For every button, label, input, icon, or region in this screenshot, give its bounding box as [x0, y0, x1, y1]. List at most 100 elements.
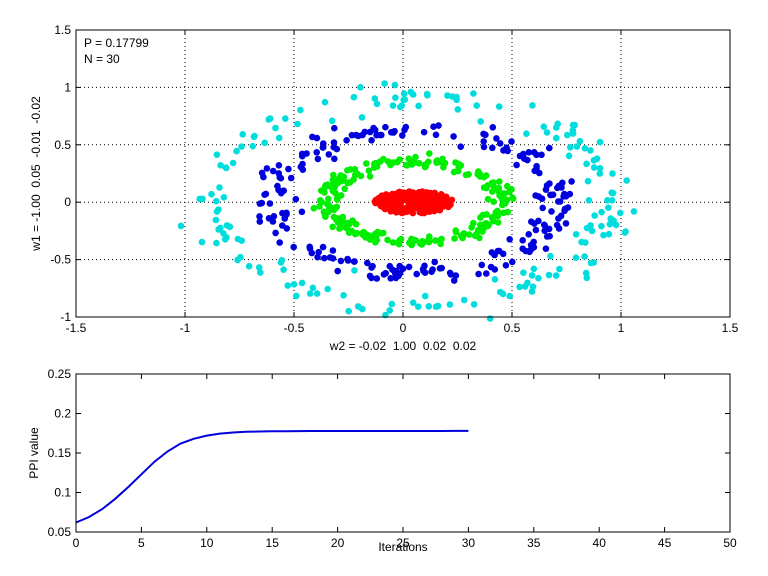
scatter-point — [355, 132, 362, 140]
scatter-x-tick-label: -0.5 — [284, 321, 305, 335]
scatter-point — [329, 255, 337, 262]
scatter-point — [331, 183, 338, 191]
scatter-point — [372, 199, 379, 207]
scatter-point — [605, 204, 612, 211]
scatter-point — [297, 163, 305, 171]
scatter-point — [423, 189, 431, 196]
scatter-point — [365, 167, 373, 174]
scatter-point — [213, 208, 221, 215]
scatter-point — [596, 138, 604, 146]
scatter-point — [324, 285, 332, 293]
line-x-tick-label: 25 — [396, 536, 410, 550]
scatter-x-tick-label: 0 — [400, 321, 407, 335]
scatter-point — [591, 212, 598, 219]
scatter-point — [581, 145, 589, 152]
scatter-point — [499, 290, 507, 298]
scatter-point — [285, 165, 292, 173]
scatter-point — [196, 195, 203, 203]
scatter-point — [480, 184, 488, 191]
scatter-point — [529, 283, 537, 291]
scatter-point — [280, 266, 287, 274]
scatter-point — [321, 183, 329, 191]
scatter-point — [484, 195, 492, 203]
scatter-point — [600, 231, 607, 239]
scatter-point — [477, 214, 484, 221]
scatter-point — [245, 262, 253, 270]
scatter-point — [374, 228, 381, 236]
scatter-x-tick-label: -1 — [180, 321, 191, 335]
scatter-point — [238, 143, 245, 150]
scatter-point — [298, 279, 306, 287]
scatter-point — [315, 248, 323, 256]
scatter-point — [508, 138, 515, 145]
scatter-point — [359, 305, 366, 313]
scatter-point — [528, 272, 536, 279]
scatter-point — [452, 159, 459, 166]
scatter-point — [596, 170, 604, 177]
scatter-point — [347, 166, 354, 173]
scatter-point — [299, 152, 306, 160]
line-x-tick-label: 15 — [266, 536, 280, 550]
scatter-point — [350, 93, 358, 101]
line-y-tick-label: 0.2 — [54, 407, 71, 421]
scatter-point — [387, 275, 395, 282]
scatter-point — [590, 164, 598, 171]
scatter-point — [384, 236, 391, 244]
scatter-point — [390, 129, 397, 136]
scatter-point — [564, 131, 571, 139]
scatter-point — [277, 189, 285, 197]
scatter-point — [213, 239, 220, 247]
line-y-tick-label: 0.15 — [48, 446, 72, 460]
scatter-axes: -1.5 -1 -0.5 0 0.5 1 1.5-1-0.500.511.5 P = 0.1… — [29, 23, 739, 353]
scatter-point — [432, 237, 439, 244]
scatter-point — [266, 200, 274, 207]
scatter-point — [545, 225, 553, 233]
scatter-point — [272, 124, 279, 132]
scatter-point — [287, 174, 295, 182]
scatter-point — [238, 237, 245, 244]
scatter-point — [475, 168, 482, 175]
scatter-point — [525, 149, 533, 156]
scatter-point — [331, 155, 338, 163]
scatter-point — [329, 223, 337, 231]
scatter-point — [251, 132, 258, 140]
scatter-point — [283, 211, 290, 218]
line-x-tick-label: 50 — [723, 536, 737, 550]
scatter-point — [421, 292, 429, 300]
line-axes: 0 5 10 15 20 25 30 35 40 45 50 0.05 0.1 0.15 0.2 0.25 I… — [27, 367, 737, 554]
scatter-point — [527, 241, 535, 249]
scatter-point — [290, 243, 298, 251]
scatter-point — [473, 102, 481, 109]
scatter-point — [321, 98, 329, 106]
scatter-point — [177, 222, 185, 230]
scatter-point — [408, 241, 416, 249]
scatter-point — [333, 196, 341, 203]
scatter-point — [490, 198, 497, 205]
scatter-y-tick-label: 0.5 — [54, 138, 71, 152]
scatter-point — [256, 218, 264, 225]
line-x-tick-label: 10 — [200, 536, 214, 550]
scatter-point — [386, 196, 393, 203]
scatter-point — [344, 257, 352, 264]
scatter-point — [416, 205, 424, 212]
scatter-point — [608, 197, 616, 204]
scatter-points — [177, 80, 638, 322]
scatter-point — [372, 239, 379, 246]
scatter-point — [542, 245, 550, 252]
scatter-point — [446, 301, 454, 308]
scatter-point — [435, 122, 442, 129]
scatter-point — [432, 131, 440, 139]
scatter-point — [581, 253, 588, 260]
scatter-point — [388, 300, 396, 308]
scatter-point — [553, 134, 560, 142]
scatter-point — [489, 188, 496, 195]
scatter-point — [380, 229, 387, 237]
scatter-point — [386, 307, 394, 314]
scatter-y-tick-label: -1 — [60, 310, 71, 324]
scatter-point — [525, 231, 532, 238]
scatter-point — [547, 191, 555, 199]
scatter-point — [394, 239, 401, 247]
scatter-point — [409, 158, 416, 165]
scatter-point — [509, 194, 516, 202]
line-x-tick-label: 0 — [73, 536, 80, 550]
